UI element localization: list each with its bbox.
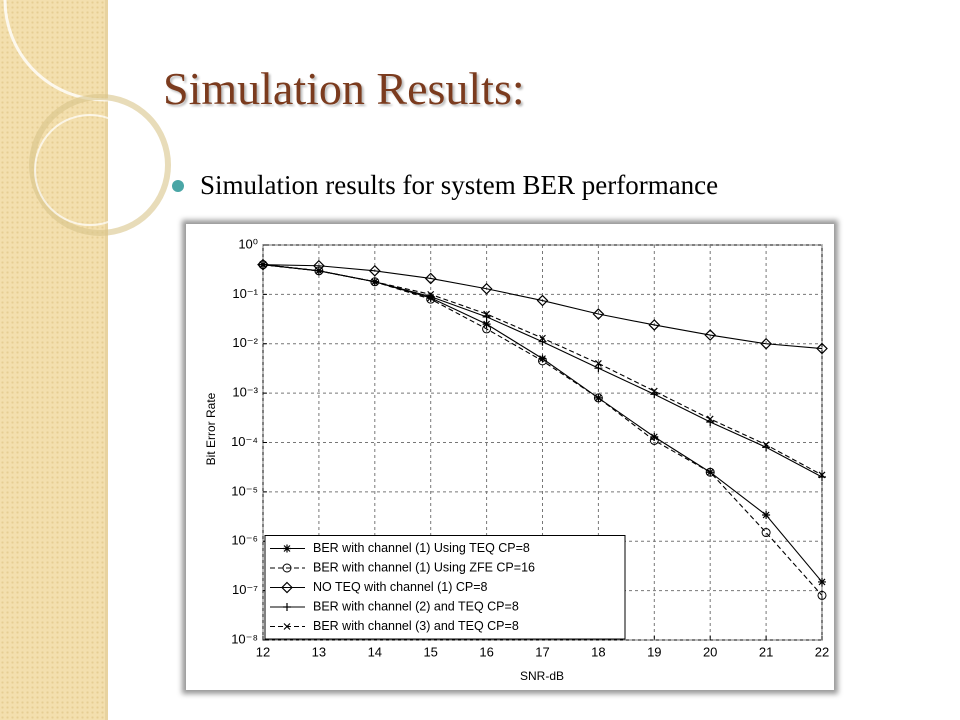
legend: BER with channel (1) Using TEQ CP=8 BER w…	[264, 535, 626, 640]
legend-label: BER with channel (1) Using ZFE CP=16	[313, 560, 535, 574]
series-line	[262, 264, 823, 350]
marker	[538, 356, 547, 366]
marker	[593, 393, 603, 403]
legend-marker	[282, 563, 292, 573]
marker	[594, 393, 603, 402]
marker	[761, 528, 771, 538]
marker	[424, 272, 437, 285]
marker	[483, 310, 491, 318]
x-tick-label: 21	[759, 644, 773, 659]
x-tick-label: 15	[423, 644, 437, 659]
x-tick-label: 14	[368, 644, 382, 659]
legend-label: BER with channel (3) and TEQ CP=8	[313, 619, 519, 633]
y-tick-label: 10⁻⁴	[231, 434, 258, 449]
series-line	[262, 264, 823, 596]
marker	[539, 334, 546, 342]
y-tick-label: 10⁻³	[232, 385, 258, 400]
x-axis-label: SNR-dB	[520, 669, 564, 683]
decor-circle	[34, 114, 146, 226]
y-tick-label: 10⁻⁷	[232, 582, 258, 597]
marker	[594, 359, 602, 367]
y-tick-label: 10⁻²	[232, 335, 258, 350]
x-tick-label: 22	[815, 644, 829, 659]
marker	[594, 364, 603, 373]
x-tick-label: 18	[591, 644, 605, 659]
legend-box	[264, 535, 626, 640]
y-tick-label: 10⁰	[238, 236, 258, 251]
y-axis-label: Bit Error Rate	[204, 392, 218, 465]
x-tick-label: 20	[703, 644, 717, 659]
x-tick-label: 13	[312, 644, 326, 659]
marker	[536, 294, 549, 307]
x-tick-label: 12	[256, 644, 270, 659]
bullet-marker	[172, 180, 184, 192]
x-tick-label: 17	[535, 644, 549, 659]
legend-label: BER with channel (2) and TEQ CP=8	[313, 599, 519, 613]
marker	[257, 258, 269, 271]
legend-marker	[283, 603, 291, 611]
marker	[818, 577, 826, 586]
marker	[648, 319, 661, 331]
slide-title: Simulation Results:	[163, 63, 525, 114]
marker	[538, 337, 547, 346]
marker	[762, 511, 771, 520]
x-tick-label: 19	[647, 644, 661, 659]
marker	[706, 468, 715, 477]
marker	[592, 308, 605, 320]
y-tick-label: 10⁻⁸	[231, 631, 258, 646]
x-tick-label: 16	[479, 644, 493, 659]
marker	[371, 278, 379, 286]
marker	[816, 342, 828, 355]
legend-label: NO TEQ with channel (1) CP=8	[313, 580, 488, 594]
legend-label: BER with channel (1) Using TEQ CP=8	[313, 541, 530, 555]
marker	[818, 471, 826, 479]
y-tick-label: 10⁻⁶	[231, 533, 258, 548]
marker	[482, 324, 492, 334]
marker	[762, 441, 770, 449]
legend-marker	[283, 544, 291, 553]
marker	[427, 290, 435, 298]
legend-marker	[281, 581, 293, 594]
marker	[650, 387, 658, 395]
marker	[817, 590, 827, 600]
legend-marker	[283, 623, 291, 630]
marker	[480, 282, 493, 295]
marker	[259, 261, 267, 269]
decor-circle	[29, 94, 171, 236]
decorative-strip	[0, 0, 108, 720]
marker	[538, 354, 547, 363]
y-tick-label: 10⁻¹	[232, 286, 258, 301]
marker	[760, 337, 772, 350]
y-tick-label: 10⁻⁵	[231, 483, 258, 498]
bullet-text: Simulation results for system BER perfor…	[200, 170, 719, 200]
marker	[706, 415, 714, 423]
marker	[705, 467, 715, 477]
marker	[482, 320, 491, 329]
marker	[704, 329, 717, 341]
marker	[649, 435, 659, 445]
marker	[315, 267, 323, 275]
marker	[368, 264, 381, 277]
